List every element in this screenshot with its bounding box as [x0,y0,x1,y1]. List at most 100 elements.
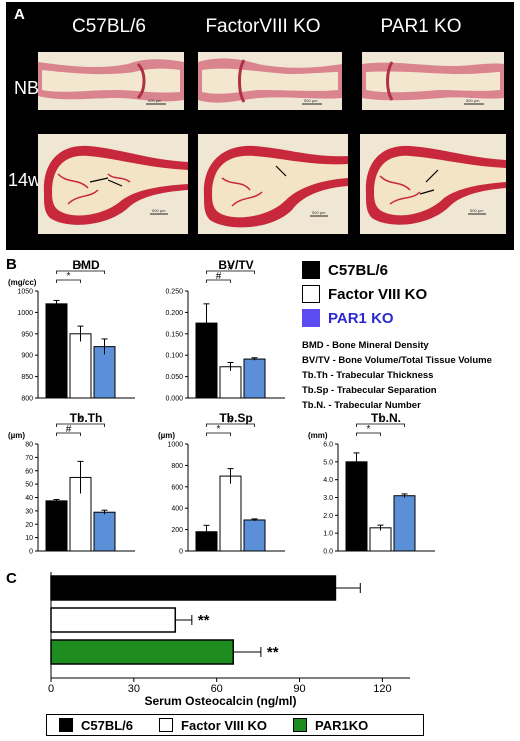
y-tick-label: 0.0 [323,549,333,556]
osteocalcin-chart: 0 30 60 90 120 Serum Osteocalcin (ng/ml) ** ** [48,572,410,708]
bmd-chart: BMD (mg/cc) 800 850 900 950 1000 1050 * * [8,258,135,403]
panel-c-legend: C57BL/6 Factor VIII KO PAR1KO [46,714,424,736]
scale-bar-label: 500 µm [466,98,480,103]
significance-mark: # [66,424,72,435]
histology-nb-factorviii: 500 µm [198,52,342,110]
y-tick-label: 50 [25,482,33,489]
y-tick-label: 0 [179,549,183,556]
panel-a-letter: A [14,6,25,23]
bvtv-chart: BV/TV 0.000 0.050 0.100 0.150 0.200 0.250 # # [165,258,285,403]
abbreviation-list: BMD - Bone Mineral Density BV/TV - Bone … [302,338,517,413]
chart-title: BMD [72,258,100,272]
panel-b-legend: C57BL/6 Factor VIII KO PAR1 KO BMD - Bon… [302,258,517,413]
significance-mark: * [67,271,71,282]
y-tick-label: 1.0 [323,531,333,538]
significance-mark: * [379,415,383,426]
legend-label: PAR1 KO [328,309,394,327]
abbreviation-item: Tb.N. - Trabecular Number [302,400,421,411]
abbreviation-item: BMD - Bone Mineral Density [302,340,429,351]
tbn-chart: Tb.N. (mm) 0.0 1.0 2.0 3.0 4.0 5.0 6.0 * * [308,411,435,556]
histology-nb-c57bl6: 500 µm [38,52,184,110]
scale-bar-label: 500 µm [148,98,162,103]
significance-bracket [206,432,231,436]
bar [45,500,68,552]
x-tick-label: 60 [211,683,223,695]
column-label-factorviii-ko: FactorVIII KO [205,16,321,37]
y-tick-label: 0.150 [165,331,183,338]
y-tick-label: 1000 [17,310,33,317]
x-tick-label: 30 [128,683,140,695]
legend-swatch [302,261,320,279]
significance-mark: * [79,415,83,426]
bar [219,366,242,399]
y-tick-label: 1050 [17,289,33,296]
y-tick-label: 40 [25,495,33,502]
bar [369,527,392,552]
significance-bracket [206,423,255,427]
significance-mark: # [216,271,222,282]
scale-bar-label: 500 µm [312,210,326,215]
legend-entry-factorviii: Factor VIII KO [302,282,517,306]
y-tick-label: 3.0 [323,495,333,502]
legend-label: PAR1KO [315,717,369,733]
significance-bracket [206,279,231,283]
chart-title: Tb.Sp [219,411,252,425]
y-tick-label: 0.050 [165,374,183,381]
y-tick-label: 0.250 [165,289,183,296]
panel-a: A C57BL/6 FactorVIII KO PAR1 KO NB 14w 5… [6,2,514,250]
legend-swatch [302,309,320,327]
scale-bar-label: 500 µm [304,98,318,103]
y-axis-label: (mg/cc) [8,278,37,287]
histology-14w-factorviii: 500 µm [198,134,348,234]
histology-14w-par1: 500 µm [360,134,506,234]
y-tick-label: 850 [21,374,33,381]
x-axis-label: Serum Osteocalcin (ng/ml) [144,694,296,708]
legend-swatch [302,285,320,303]
bar [50,639,235,665]
legend-label: C57BL/6 [328,261,389,279]
chart-title: Tb.Th [70,411,103,425]
panel-c-letter: C [6,570,17,587]
bar [69,333,92,399]
y-tick-label: 2.0 [323,513,333,520]
y-tick-label: 4.0 [323,477,333,484]
y-tick-label: 1000 [167,442,183,449]
y-tick-label: 60 [25,468,33,475]
y-tick-label: 950 [21,331,33,338]
legend-label: Factor VIII KO [328,285,428,303]
legend-label: C57BL/6 [81,717,134,733]
significance-bracket [356,432,381,436]
significance-bracket [56,423,105,427]
bar [393,495,416,552]
panel-b-letter: B [6,256,17,273]
y-tick-label: 200 [171,527,183,534]
y-tick-label: 800 [171,463,183,470]
legend-entry-c57bl6: C57BL/6 [302,258,517,282]
significance-bracket [56,432,81,436]
bar [243,358,266,399]
scale-bar-label: 500 µm [470,208,484,213]
y-tick-label: 6.0 [323,442,333,449]
significance-mark: ** [198,612,210,629]
bar [243,519,266,552]
significance-bracket [56,279,81,283]
chart-title: BV/TV [218,258,253,272]
tbth-chart: Tb.Th (µm) 0 10 20 30 40 50 60 70 80 # * [8,411,135,556]
abbreviation-item: Tb.Th - Trabecular Thickness [302,370,434,381]
significance-mark: * [79,262,83,273]
y-tick-label: 400 [171,506,183,513]
y-tick-label: 70 [25,455,33,462]
y-tick-label: 0.200 [165,310,183,317]
significance-mark: * [367,424,371,435]
legend-entry-par1: PAR1 KO [302,306,517,330]
x-tick-label: 90 [293,683,305,695]
row-label-nb: NB [14,78,40,98]
y-tick-label: 80 [25,442,33,449]
bone-section-image [38,59,184,105]
bone-section-image [365,145,506,225]
significance-mark: ** [267,644,279,661]
significance-mark: # [228,415,234,426]
legend-swatch [293,718,307,732]
y-tick-label: 800 [21,396,33,403]
bone-section-image [203,145,348,228]
